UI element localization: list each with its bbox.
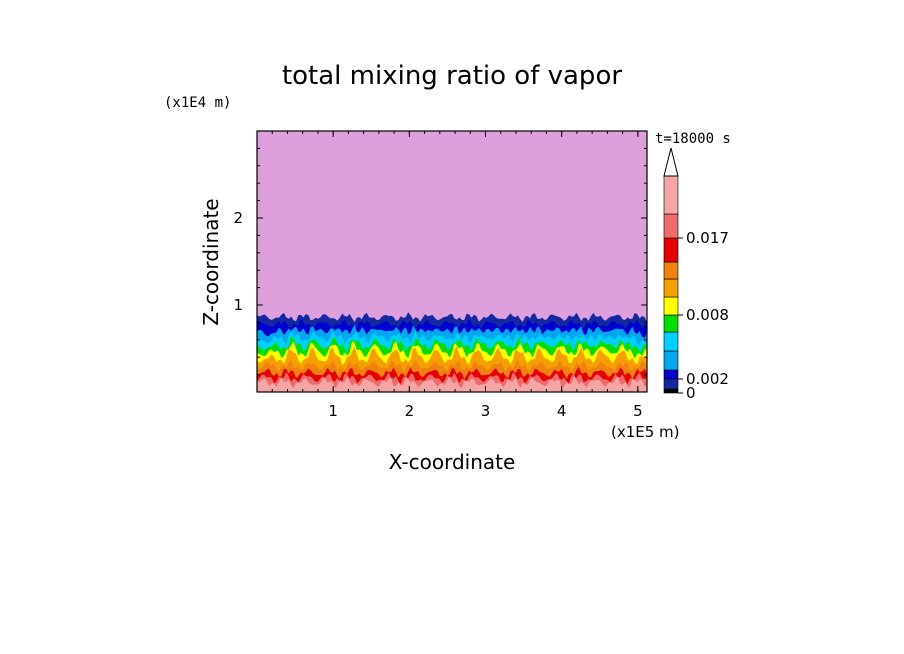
time-label: t=18000 s <box>655 131 731 147</box>
colorbar-segment <box>663 350 679 371</box>
colorbar-segment <box>663 237 679 263</box>
x-tick-label: 2 <box>405 402 415 420</box>
colorbar-segment <box>663 331 679 352</box>
contour-band <box>257 376 647 392</box>
colorbar-tick-label: 0 <box>686 384 696 402</box>
y-tick-label: 1 <box>233 296 243 314</box>
colorbar-segment <box>663 314 679 333</box>
colorbar-segment <box>663 296 679 316</box>
colorbar: 00.002 0.008 0.017 <box>663 147 729 402</box>
x-axis-label: X-coordinate <box>389 450 516 474</box>
colorbar-tick-label: 0.008 <box>686 306 729 324</box>
colorbar-tick-label: 0.002 <box>686 370 729 388</box>
x-tick-label: 1 <box>328 402 338 420</box>
colorbar-segment <box>663 378 679 390</box>
colorbar-extend-arrow <box>663 147 679 177</box>
y-scale-label: (x1E4 m) <box>164 95 231 111</box>
colorbar-segment <box>663 175 679 215</box>
colorbar-segment <box>663 278 679 298</box>
colorbar-segment <box>663 388 679 394</box>
x-tick-label: 3 <box>481 402 491 420</box>
colorbar-tick-label: 0.017 <box>686 229 729 247</box>
plot-frame <box>256 130 648 393</box>
x-tick-label: 5 <box>633 402 643 420</box>
y-tick-label: 2 <box>233 209 243 227</box>
x-scale-label: (x1E5 m) <box>611 423 680 441</box>
plot-area <box>257 131 647 392</box>
axis-ticks: 1 2 3 4 5 1 2 <box>233 131 647 420</box>
colorbar-segment <box>663 369 679 380</box>
x-tick-label: 4 <box>557 402 567 420</box>
chart-title: total mixing ratio of vapor <box>282 61 622 91</box>
colorbar-segment <box>663 213 679 239</box>
y-axis-label: Z-coordinate <box>199 198 223 325</box>
colorbar-segment <box>663 261 679 280</box>
